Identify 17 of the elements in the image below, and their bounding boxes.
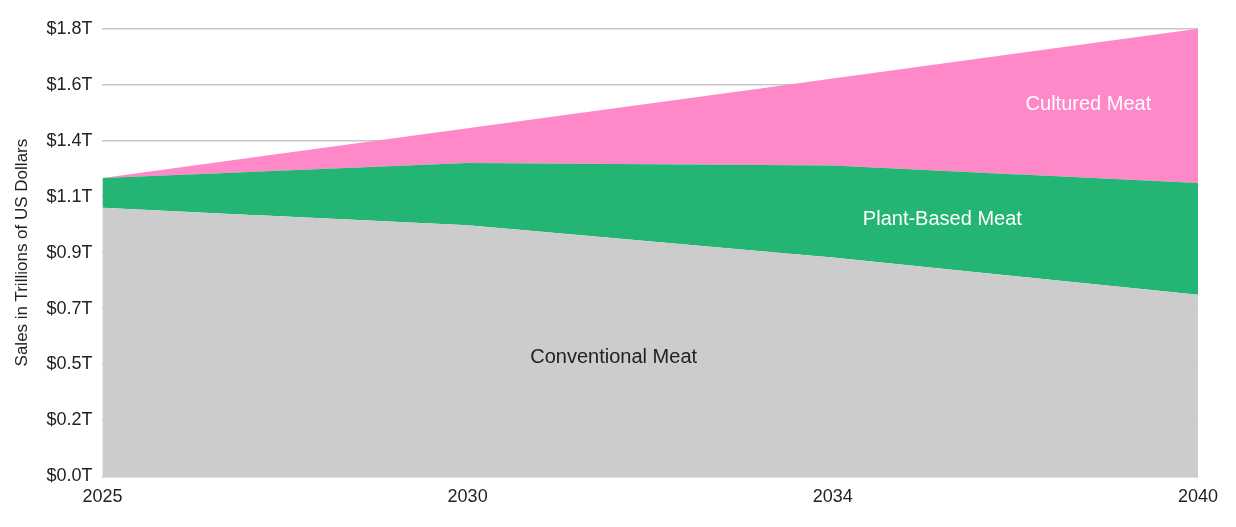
x-tick-label: 2030 (447, 486, 488, 507)
series-label: Conventional Meat (530, 344, 698, 367)
y-tick-label: $0.7T (46, 297, 93, 318)
x-tick-label: 2025 (82, 486, 123, 507)
series-label: Cultured Meat (1025, 91, 1152, 114)
y-axis-title: Sales in Trillions of US Dollars (11, 138, 31, 367)
y-tick-label: $0.0T (46, 465, 93, 486)
y-tick-label: $1.6T (46, 73, 93, 94)
x-tick-label: 2040 (1177, 486, 1218, 507)
y-tick-label: $1.8T (46, 17, 93, 38)
x-tick-label: 2034 (812, 486, 853, 507)
y-tick-label: $0.9T (46, 241, 93, 262)
y-tick-label: $1.1T (46, 185, 93, 206)
series-label: Plant-Based Meat (862, 207, 1023, 230)
y-tick-label: $0.2T (46, 409, 93, 430)
y-tick-label: $1.4T (46, 129, 93, 150)
y-tick-label: $0.5T (46, 353, 93, 374)
